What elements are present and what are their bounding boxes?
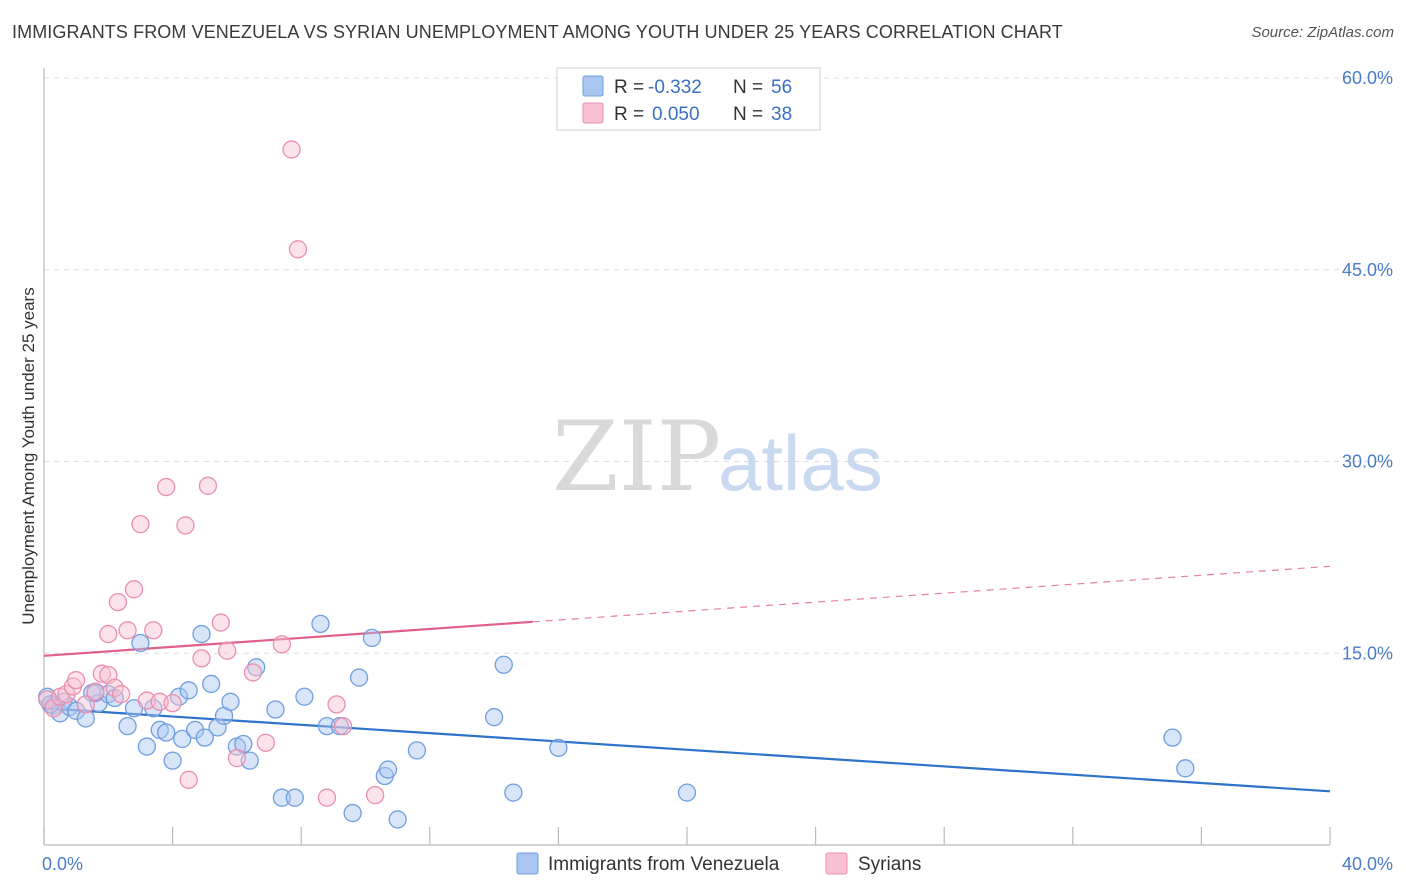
syrians-point	[365, 785, 385, 805]
venezuela-point	[208, 718, 227, 737]
watermark-atlas: atlas	[718, 419, 883, 507]
y-tick-label-3: 60.0%	[1342, 68, 1393, 88]
syrians-point	[327, 695, 346, 714]
syrians-point	[176, 516, 195, 535]
venezuela-point	[118, 716, 137, 736]
y-tick-label-0: 15.0%	[1342, 643, 1393, 663]
axes	[43, 68, 1331, 846]
venezuela-point	[76, 709, 95, 728]
venezuela-point	[378, 760, 398, 779]
legend-r-label-2: R =	[614, 104, 644, 125]
syrians-point	[92, 664, 112, 683]
venezuela-point	[1176, 759, 1195, 778]
legend-r-value-1: -0.332	[648, 77, 702, 98]
syrians-point	[227, 748, 247, 768]
syrians-point	[272, 635, 292, 654]
syrians-point	[131, 514, 150, 534]
venezuela-point	[362, 628, 382, 648]
syrians-point	[333, 716, 353, 736]
watermark-zip: ZIP	[552, 401, 721, 513]
syrians-point	[218, 641, 237, 660]
syrians-point	[211, 613, 230, 632]
syrians-trend-line-dashed	[532, 565, 1331, 623]
venezuela-point	[221, 692, 240, 711]
legend-swatch-syrians	[582, 102, 604, 124]
venezuela-point	[407, 741, 427, 760]
bottom-legend-swatch-syrians	[825, 852, 848, 875]
bottom-legend-label-syrians: Syrians	[858, 854, 921, 875]
venezuela-point	[677, 783, 697, 802]
syrians-point	[67, 670, 86, 690]
venezuela-point	[173, 729, 192, 749]
venezuela-point	[349, 668, 369, 687]
venezuela-point	[494, 655, 513, 674]
x-tick-label-1: 40.0%	[1342, 854, 1393, 874]
bottom-legend-swatch-venezuela	[516, 852, 539, 875]
venezuela-point	[311, 614, 330, 633]
legend-n-value-1: 56	[771, 77, 792, 98]
syrians-point	[163, 693, 182, 713]
venezuela-point	[163, 751, 182, 770]
venezuela-point	[549, 738, 568, 757]
source-credit: Source: ZipAtlas.com	[1251, 24, 1394, 41]
syrians-point	[118, 621, 137, 640]
venezuela-point	[266, 700, 285, 719]
venezuela-point	[137, 737, 157, 756]
legend-box: R = -0.332 N = 56 R = 0.050 N = 38	[556, 67, 821, 131]
venezuela-point	[185, 720, 205, 740]
venezuela-point	[484, 708, 504, 727]
syrians-point	[179, 770, 198, 789]
y-tick-label-1: 30.0%	[1342, 452, 1393, 472]
y-axis-label: Unemployment Among Youth under 25 years	[19, 287, 38, 624]
venezuela-point	[195, 728, 214, 747]
venezuela-point	[1163, 728, 1182, 747]
venezuela-point	[317, 716, 337, 736]
syrians-point	[124, 580, 144, 599]
venezuela-point	[179, 681, 198, 700]
grid-lines	[44, 77, 1392, 654]
syrians-point	[288, 240, 308, 259]
y-tick-label-2: 45.0%	[1342, 260, 1393, 280]
legend-n-label-1: N =	[733, 77, 763, 98]
venezuela-point	[388, 810, 407, 829]
venezuela-point	[131, 633, 150, 653]
venezuela-point	[272, 788, 292, 807]
syrians-point	[144, 621, 163, 640]
venezuela-point	[504, 783, 523, 802]
syrians-point	[243, 663, 263, 682]
syrians-point	[198, 476, 218, 495]
syrians-point	[157, 477, 176, 497]
venezuela-point	[157, 723, 176, 742]
syrians-point	[192, 649, 211, 668]
syrians-point	[282, 140, 301, 159]
syrians-point	[86, 682, 105, 701]
venezuela-point	[247, 658, 266, 677]
venezuela-point	[192, 624, 211, 644]
syrians-point	[317, 788, 337, 807]
syrians-point	[108, 592, 128, 612]
syrians-point	[99, 624, 118, 644]
venezuela-point	[67, 701, 86, 720]
venezuela-point	[202, 674, 221, 694]
legend-swatch-venezuela	[582, 75, 604, 97]
venezuela-point	[295, 687, 314, 706]
chart-title: IMMIGRANTS FROM VENEZUELA VS SYRIAN UNEM…	[12, 22, 1063, 42]
legend-n-value-2: 38	[771, 104, 792, 125]
syrians-point	[76, 695, 95, 714]
venezuela-trend-line	[43, 707, 1331, 793]
syrians-point	[44, 699, 63, 718]
tick-labels: 15.0% 30.0% 45.0% 60.0% 0.0% 40.0%	[42, 68, 1393, 874]
x-tick-label-0: 0.0%	[42, 854, 83, 874]
bottom-legend-label-venezuela: Immigrants from Venezuela	[548, 854, 780, 875]
venezuela-point	[343, 803, 362, 823]
legend-r-value-2: 0.050	[652, 104, 700, 125]
syrians-point	[256, 733, 275, 752]
bottom-legend: Immigrants from Venezuela Syrians	[516, 852, 921, 875]
legend-r-label-1: R =	[614, 77, 644, 98]
legend-n-label-2: N =	[733, 104, 763, 125]
venezuela-point	[285, 788, 304, 807]
syrians-point	[112, 685, 131, 704]
data-points	[38, 140, 1195, 829]
